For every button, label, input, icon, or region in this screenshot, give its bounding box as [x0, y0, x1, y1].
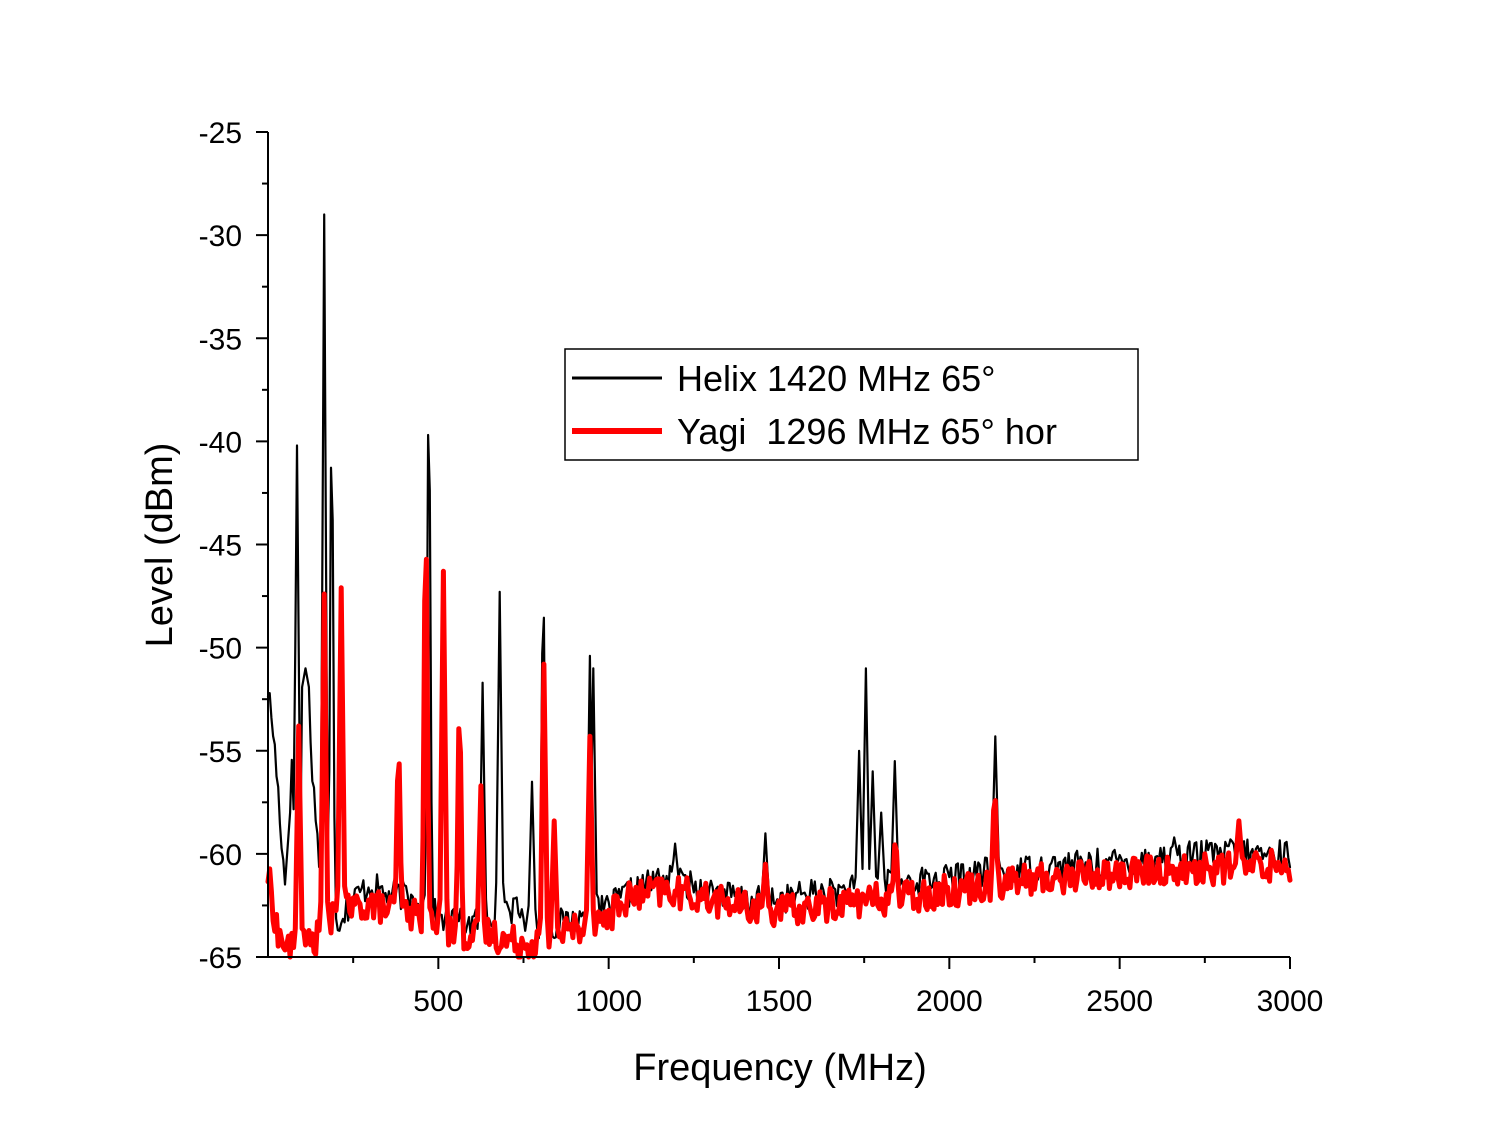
ticks-layer: -25 -30 -35 -40 -45 -50 -55 -60 -65 500 1000 1500 20…: [199, 117, 1324, 1018]
y-tick-label: -45: [199, 530, 242, 563]
y-tick-label: -35: [199, 323, 242, 356]
x-tick-label: 500: [413, 985, 463, 1018]
series-line-yagi: [265, 556, 1293, 960]
legend-box: [564, 348, 1139, 461]
series-layer: [265, 213, 1293, 960]
y-axis-title: Level (dBm): [139, 443, 181, 648]
legend: Helix 1420 MHz 65° Yagi 1296 MHz 65° hor: [564, 348, 1139, 461]
y-tick-label: -55: [199, 736, 242, 769]
y-tick-label: -25: [199, 117, 242, 150]
x-tick-label: 1500: [746, 985, 813, 1018]
x-tick-label: 3000: [1257, 985, 1324, 1018]
y-tick-label: -65: [199, 942, 242, 975]
y-tick-label: -50: [199, 633, 242, 666]
y-tick-label: -60: [199, 839, 242, 872]
legend-label-helix: Helix 1420 MHz 65°: [677, 358, 996, 399]
y-tick-label: -40: [199, 426, 242, 459]
x-tick-label: 2500: [1086, 985, 1153, 1018]
x-tick-label: 1000: [575, 985, 642, 1018]
x-tick-label: 2000: [916, 985, 983, 1018]
x-axis-title: Frequency (MHz): [633, 1047, 927, 1089]
legend-label-yagi: Yagi 1296 MHz 65° hor: [677, 411, 1057, 452]
y-tick-label: -30: [199, 220, 242, 253]
